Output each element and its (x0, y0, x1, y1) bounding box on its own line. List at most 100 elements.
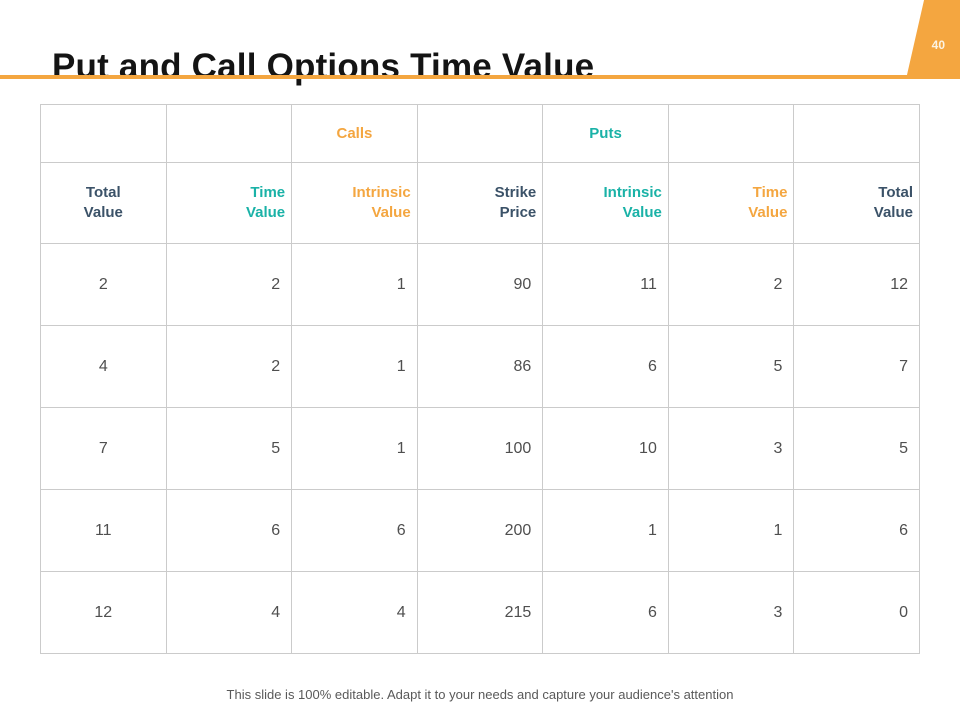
data-cell-value: 10 (639, 439, 657, 457)
group-header-empty-cell (417, 105, 544, 163)
column-header-cell: Intrinsic Value (292, 163, 418, 244)
data-cell-value: 3 (773, 603, 783, 621)
column-header-label: Time Value (748, 183, 788, 221)
data-cell-value: 4 (396, 603, 406, 621)
data-cell: 1 (292, 244, 418, 326)
data-cell-value: 12 (890, 275, 908, 293)
data-cell-value: 5 (773, 357, 783, 375)
data-cell: 7 (41, 408, 167, 490)
page-title: Put and Call Options Time Value (52, 47, 595, 87)
column-header-label: Total Value (83, 183, 123, 221)
data-cell-value: 1 (647, 521, 657, 539)
column-header-cell: Time Value (166, 163, 293, 244)
data-cell-value: 12 (94, 603, 113, 621)
data-cell-value: 2 (271, 275, 281, 293)
data-cell: 4 (166, 572, 293, 654)
data-cell-value: 7 (899, 357, 908, 375)
data-cell-value: 5 (271, 439, 281, 457)
data-cell-value: 1 (396, 275, 406, 293)
data-cell: 215 (417, 572, 544, 654)
data-cell: 11 (543, 244, 669, 326)
data-cell-value: 4 (271, 603, 281, 621)
data-cell: 5 (794, 408, 920, 490)
data-cell-value: 11 (640, 275, 657, 293)
data-cell: 6 (292, 490, 418, 572)
group-header-empty-cell (41, 105, 167, 163)
data-cell: 1 (543, 490, 669, 572)
data-cell-value: 215 (504, 603, 532, 621)
data-cell-value: 1 (396, 439, 406, 457)
data-cell: 90 (417, 244, 544, 326)
data-cell-value: 100 (504, 439, 532, 457)
data-cell: 2 (166, 326, 293, 408)
data-cell: 2 (41, 244, 167, 326)
data-cell-value: 200 (504, 521, 532, 539)
column-header-cell: Intrinsic Value (543, 163, 669, 244)
data-cell: 3 (668, 408, 795, 490)
column-header-cell: Total Value (41, 163, 167, 244)
data-cell: 4 (292, 572, 418, 654)
data-cell: 6 (166, 490, 293, 572)
options-time-value-table: Calls Puts Total Value Time Value Intrinsic … (40, 104, 920, 654)
data-cell: 3 (668, 572, 795, 654)
group-header-empty-cell (668, 105, 795, 163)
page-number: 40 (931, 38, 945, 52)
group-header-label: Calls (336, 125, 373, 142)
column-header-label: Total Value (873, 183, 913, 221)
data-cell-value: 6 (647, 603, 657, 621)
column-header-cell: Total Value (794, 163, 920, 244)
column-header-cell: Strike Price (417, 163, 544, 244)
group-header-puts: Puts (543, 105, 669, 163)
data-cell: 5 (668, 326, 795, 408)
data-cell: 6 (794, 490, 920, 572)
data-cell-value: 7 (98, 439, 108, 457)
data-cell: 4 (41, 326, 167, 408)
column-header-label: Time Value (245, 183, 286, 221)
data-cell-value: 2 (98, 275, 108, 293)
data-cell: 12 (794, 244, 920, 326)
data-cell: 12 (41, 572, 167, 654)
data-cell: 86 (417, 326, 544, 408)
title-underline (0, 75, 960, 79)
data-cell-value: 1 (773, 521, 783, 539)
column-header-label: Intrinsic Value (352, 183, 411, 221)
data-cell-value: 4 (98, 357, 108, 375)
column-header-label: Intrinsic Value (603, 183, 662, 221)
data-cell: 11 (41, 490, 167, 572)
column-header-label: Strike Price (494, 183, 537, 221)
data-cell: 200 (417, 490, 544, 572)
data-cell: 2 (668, 244, 795, 326)
data-cell: 100 (417, 408, 544, 490)
data-cell-value: 5 (899, 439, 908, 457)
data-cell: 6 (543, 572, 669, 654)
data-cell-value: 6 (647, 357, 657, 375)
group-header-empty-cell (166, 105, 293, 163)
data-cell-value: 6 (271, 521, 281, 539)
data-cell-value: 2 (773, 275, 783, 293)
group-header-calls: Calls (292, 105, 418, 163)
data-cell-value: 86 (513, 357, 532, 375)
data-cell-value: 3 (773, 439, 783, 457)
group-header-label: Puts (589, 125, 622, 142)
data-cell: 7 (794, 326, 920, 408)
data-cell-value: 11 (94, 521, 112, 539)
data-cell-value: 1 (396, 357, 406, 375)
column-header-cell: Time Value (668, 163, 795, 244)
group-header-empty-cell (794, 105, 920, 163)
data-cell-value: 0 (899, 603, 908, 621)
data-cell: 0 (794, 572, 920, 654)
data-cell: 10 (543, 408, 669, 490)
data-cell: 1 (292, 326, 418, 408)
data-cell: 2 (166, 244, 293, 326)
page-number-tab: 40 (906, 0, 960, 79)
data-cell-value: 6 (396, 521, 406, 539)
data-cell: 1 (668, 490, 795, 572)
data-cell: 1 (292, 408, 418, 490)
data-cell: 5 (166, 408, 293, 490)
data-cell-value: 2 (271, 357, 281, 375)
data-cell-value: 90 (513, 275, 532, 293)
data-cell: 6 (543, 326, 669, 408)
footer-note: This slide is 100% editable. Adapt it to… (226, 687, 734, 702)
data-cell-value: 6 (899, 521, 908, 539)
